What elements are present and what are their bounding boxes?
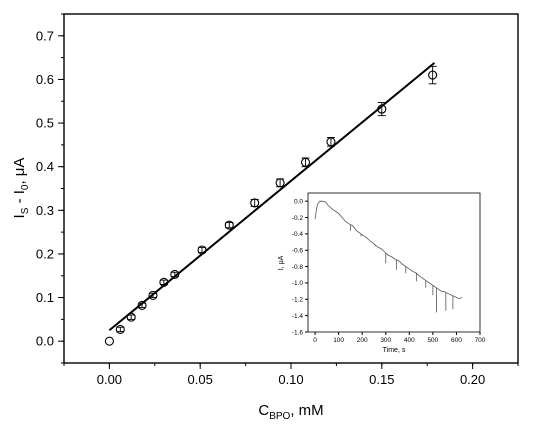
data-point <box>275 178 285 188</box>
x-tick-label: 0.00 <box>97 372 122 387</box>
inset-x-tick-label: 400 <box>404 337 415 344</box>
inset-x-tick-label: 700 <box>475 337 486 344</box>
data-point <box>137 300 147 310</box>
inset-y-tick-label: -1.2 <box>292 297 304 304</box>
data-point <box>148 290 158 300</box>
inset-y-tick-label: -0.6 <box>292 248 304 255</box>
data-point <box>126 312 136 322</box>
y-tick-label: 0.3 <box>36 203 54 218</box>
main-plot: 0.00 0.05 0.10 0.15 0.20 0.00.10.20.30.40.50… <box>11 13 519 422</box>
y-tick-label: 0.5 <box>36 116 54 131</box>
data-point <box>115 324 125 334</box>
y-tick-label: 0.0 <box>36 334 54 349</box>
inset-trace-line <box>314 200 463 299</box>
inset-y-tick-label: -1.4 <box>292 313 304 320</box>
inset-x-tick-label: 0 <box>313 337 317 344</box>
inset-plot-frame <box>307 192 481 333</box>
inset-y-tick-label: -1.6 <box>292 329 304 336</box>
inset-x-tick-label: 300 <box>380 337 391 344</box>
y-tick-label: 0.7 <box>36 28 54 43</box>
x-tick-label: 0.05 <box>188 372 213 387</box>
data-point <box>170 269 180 279</box>
inset-trace-group <box>314 200 463 313</box>
data-point <box>300 157 311 167</box>
inset-y-axis-title: I, μA <box>278 255 285 270</box>
data-point <box>104 336 114 346</box>
y-axis: 0.0 0.1 0.2 0.3 0.4 0.5 0.6 0.7 <box>36 13 64 364</box>
fit-line-group <box>108 62 436 332</box>
x-tick-label: 0.10 <box>278 372 303 387</box>
inset-x-tick-label: 100 <box>333 337 344 344</box>
inset-y-tick-label: -0.8 <box>292 264 304 271</box>
fit-line <box>108 62 436 332</box>
inset-y-axis: 0.0 -0.2 -0.4 -0.6 -0.8 -1.0 -1.2 -1.4 -1.6 <box>292 198 308 336</box>
x-tick-label: 0.20 <box>460 372 485 387</box>
data-point <box>224 220 234 230</box>
x-axis-title: CBPO, mM <box>258 402 323 422</box>
data-point <box>250 198 260 208</box>
y-axis-title: IS - I0, μA <box>11 158 31 219</box>
data-point <box>428 70 438 80</box>
inset-y-tick-label: -1.0 <box>292 280 304 287</box>
inset-y-tick-label: -0.2 <box>292 215 304 222</box>
inset-x-tick-label: 200 <box>357 337 368 344</box>
data-point <box>326 137 336 147</box>
x-tick-label: 0.15 <box>369 372 394 387</box>
inset-plot: 0 100 200 300 400 500 600 700 0.0 -0.2 -0.4 -0.6 -0… <box>278 192 486 354</box>
y-tick-label: 0.6 <box>36 72 54 87</box>
data-point <box>377 104 387 114</box>
inset-y-tick-label: 0.0 <box>294 198 303 205</box>
inset-x-tick-label: 600 <box>451 337 462 344</box>
inset-x-axis-title: Time, s <box>383 347 406 354</box>
inset-x-axis: 0 100 200 300 400 500 600 700 <box>313 332 486 344</box>
inset-y-tick-label: -0.4 <box>292 231 304 238</box>
y-tick-label: 0.4 <box>36 159 54 174</box>
x-axis: 0.00 0.05 0.10 0.15 0.20 <box>63 363 519 387</box>
data-points <box>104 65 438 346</box>
inset-x-tick-label: 500 <box>427 337 438 344</box>
data-point <box>197 245 207 255</box>
data-point <box>159 277 169 287</box>
y-tick-label: 0.2 <box>36 246 54 261</box>
y-tick-label: 0.1 <box>36 290 54 305</box>
